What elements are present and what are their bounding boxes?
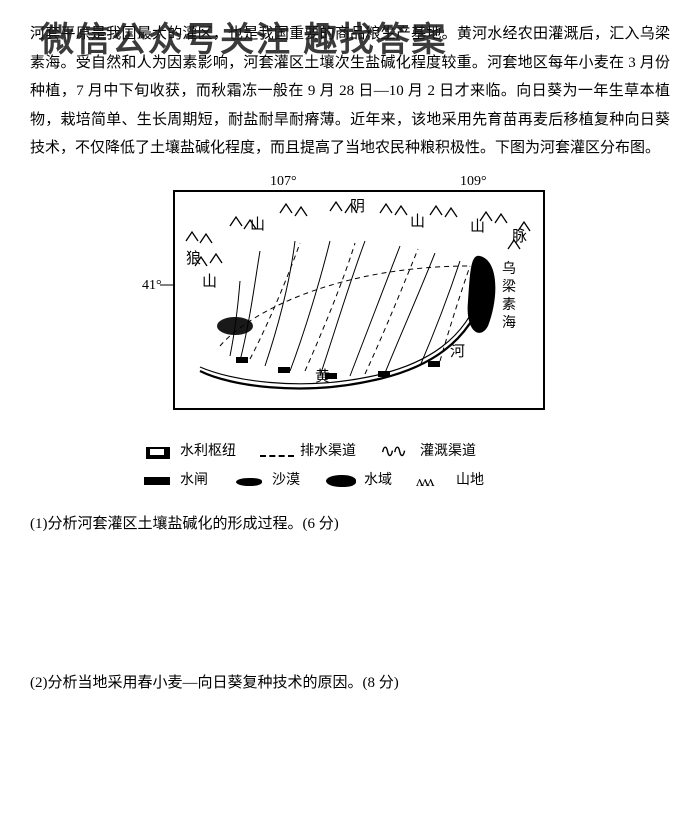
legend-gate-label: 水闸 <box>180 468 208 495</box>
question-2: (2)分析当地采用春小麦—向日葵复种技术的原因。(8 分) <box>30 669 670 698</box>
legend-drain: 排水渠道 <box>260 439 356 466</box>
legend-hub: 水利枢纽 <box>140 439 236 466</box>
label-shan2: 山 <box>470 218 485 235</box>
legend-mountain-label: 山地 <box>456 468 484 495</box>
label-yin: 阴 <box>350 198 365 215</box>
legend-mountain: ᴧᴧᴧ 山地 <box>416 468 484 495</box>
legend-gate: 水闸 <box>140 468 208 495</box>
lat-label-41: 41° <box>142 278 162 293</box>
label-lang: 狼 <box>186 250 201 267</box>
wuliangsu-lake <box>468 255 496 332</box>
label-wu: 乌 <box>502 261 516 277</box>
legend-irrigation-label: 灌溉渠道 <box>420 439 476 466</box>
drain-icon <box>260 455 294 457</box>
water-icon <box>324 474 358 488</box>
label-hai: 海 <box>502 315 516 331</box>
gate-icon <box>140 474 174 488</box>
legend-desert: 沙漠 <box>232 468 300 495</box>
hetao-map-svg: 107° 109° 41° 阴 山 山 狼 山 山 脉 黄 河 <box>140 171 560 421</box>
lon-label-107: 107° <box>270 174 297 189</box>
desert-icon <box>232 474 266 488</box>
legend-hub-label: 水利枢纽 <box>180 439 236 466</box>
label-liang: 梁 <box>502 279 516 295</box>
label-he: 河 <box>450 343 465 360</box>
legend-desert-label: 沙漠 <box>272 468 300 495</box>
irrigation-icon: ∿∿ <box>380 445 414 459</box>
question-1: (1)分析河套灌区土壤盐碱化的形成过程。(6 分) <box>30 510 670 539</box>
label-mai: 脉 <box>512 228 527 245</box>
drain-canals <box>220 243 470 374</box>
map-figure: 107° 109° 41° 阴 山 山 狼 山 山 脉 黄 河 <box>30 171 670 432</box>
lon-label-109: 109° <box>460 174 487 189</box>
legend-irrigation: ∿∿ 灌溉渠道 <box>380 439 476 466</box>
mountain-icon: ᴧᴧᴧ <box>416 474 450 488</box>
legend-water: 水域 <box>324 468 392 495</box>
hub-icon <box>140 445 174 459</box>
legend-drain-label: 排水渠道 <box>300 439 356 466</box>
label-su: 素 <box>502 297 516 313</box>
label-langshan: 山 <box>202 273 217 290</box>
legend-water-label: 水域 <box>364 468 392 495</box>
passage-text: 河套平原是我国最大的灌区，也是我国重要的商品粮生产基地。黄河水经农田灌溉后，汇入… <box>30 20 670 163</box>
label-shan1: 山 <box>410 213 425 230</box>
map-legend: 水利枢纽 排水渠道 ∿∿ 灌溉渠道 水闸 沙漠 水域 ᴧᴧᴧ 山地 <box>140 439 560 494</box>
label-shan0: 山 <box>250 216 265 233</box>
irrigation-canals <box>230 241 460 376</box>
